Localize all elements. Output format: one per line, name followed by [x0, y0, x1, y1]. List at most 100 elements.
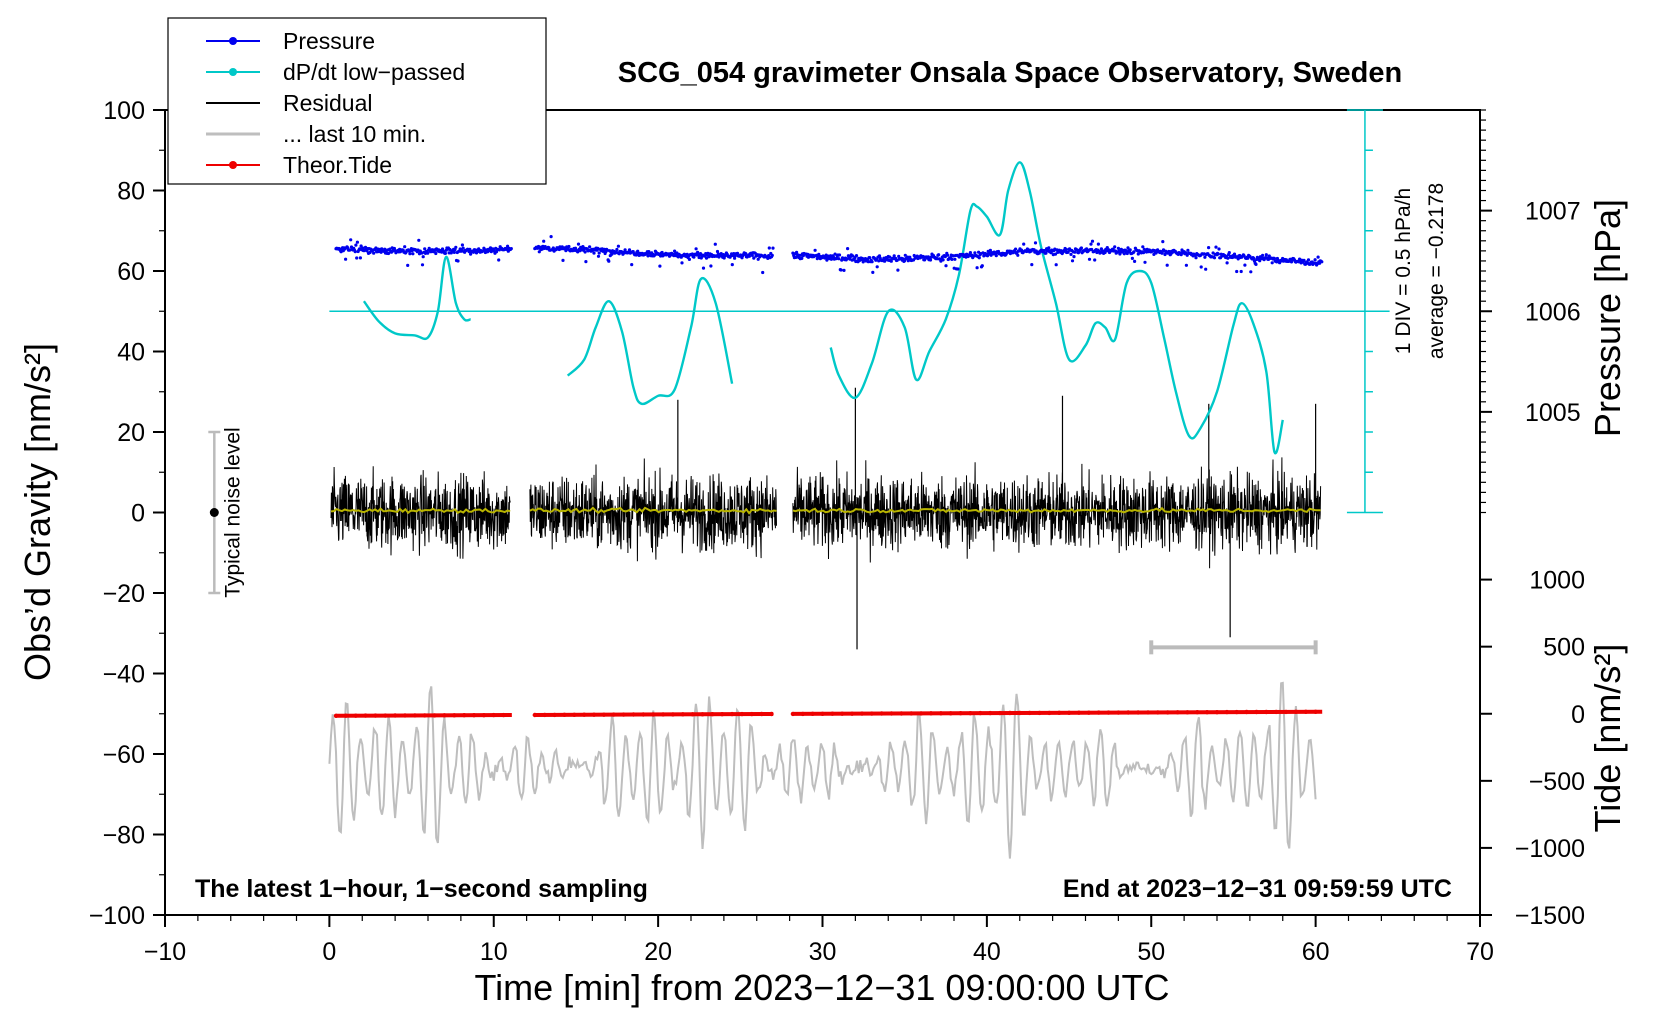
pressure-point	[353, 250, 357, 254]
pressure-point	[794, 255, 798, 259]
pressure-point	[1064, 247, 1068, 252]
pressure-point	[950, 257, 954, 261]
pressure-point	[1128, 248, 1132, 252]
axis-layer: −10 0 10 20 30 40 50 60 70−100−80−60−40−20020406…	[89, 97, 1585, 966]
pressure-point	[358, 256, 362, 260]
pressure-point	[408, 252, 412, 256]
tide-tick-label: −500	[1529, 768, 1585, 796]
pressure-point	[1302, 258, 1306, 262]
noise-level-label: Typical noise level	[221, 427, 244, 597]
pressure-point	[461, 246, 465, 250]
sampling-note: The latest 1−hour, 1−second sampling	[195, 875, 648, 903]
pressure-points	[334, 235, 1324, 275]
y-axis-label-gravity: Obs’d Gravity [nm/s²]	[17, 343, 58, 681]
pressure-point	[937, 253, 941, 257]
series-layer	[328, 161, 1324, 859]
pressure-point	[1270, 261, 1274, 265]
legend: Pressure dP/dt low−passed Residual ... last…	[167, 17, 547, 185]
pressure-point	[1249, 270, 1253, 274]
residual-smoothed-segment-2	[529, 506, 777, 515]
pressure-point	[588, 245, 592, 249]
pressure-point	[988, 248, 993, 252]
pressure-point	[1073, 250, 1077, 254]
pressure-point	[709, 264, 713, 268]
pressure-point	[837, 257, 841, 261]
pressure-point	[1207, 246, 1211, 250]
pressure-point	[1090, 239, 1095, 243]
pressure-point	[896, 268, 900, 272]
residual-line-segment-2	[529, 458, 777, 562]
pressure-point	[888, 255, 892, 259]
pressure-point	[1066, 250, 1070, 254]
x-tick-label: 10	[480, 938, 508, 966]
pressure-point	[1184, 251, 1188, 255]
pressure-point	[897, 254, 901, 258]
pressure-point	[1113, 245, 1117, 249]
pressure-point	[973, 251, 977, 255]
pressure-point	[1204, 267, 1208, 271]
annotation-layer: SCG_054 gravimeter Onsala Space Observat…	[17, 57, 1628, 1008]
pressure-point	[953, 257, 957, 261]
pressure-point	[985, 254, 990, 258]
pressure-point	[421, 255, 425, 259]
pressure-point	[870, 260, 874, 264]
end-time-note: End at 2023−12−31 09:59:59 UTC	[1063, 875, 1452, 903]
pressure-point	[1216, 252, 1220, 256]
pressure-point	[1030, 263, 1034, 267]
x-tick-label: 20	[644, 938, 672, 966]
pressure-point	[680, 261, 684, 265]
pressure-point	[1316, 255, 1320, 259]
pressure-point	[1165, 263, 1169, 267]
residual-smoothed-segment-1	[330, 507, 511, 515]
pressure-point	[1161, 240, 1165, 244]
pressure-point	[733, 256, 737, 260]
pressure-point	[1133, 259, 1137, 263]
x-tick-label: 30	[809, 938, 837, 966]
pressure-point	[1079, 246, 1083, 250]
legend-marker-2	[229, 68, 237, 76]
pressure-point	[456, 259, 460, 263]
pressure-point	[1306, 258, 1311, 262]
pressure-point	[989, 253, 993, 257]
pressure-point	[1125, 251, 1129, 256]
pressure-point	[707, 254, 712, 259]
pressure-point	[1217, 247, 1221, 251]
pressure-point	[646, 254, 650, 258]
pressure-point	[1070, 259, 1075, 263]
pressure-point	[813, 248, 817, 252]
pressure-point	[871, 270, 875, 274]
pressure-point	[426, 251, 430, 255]
residual-line-segment-1	[330, 466, 511, 559]
pressure-point	[607, 259, 611, 263]
y-tick-label: −20	[103, 580, 145, 608]
legend-marker-1	[229, 37, 237, 45]
pressure-point	[673, 249, 677, 253]
pressure-point	[567, 244, 571, 249]
tide-line-segment-3	[792, 709, 1323, 716]
pressure-point	[1118, 252, 1122, 256]
pressure-point	[1141, 245, 1145, 249]
y-tick-label: 0	[131, 500, 145, 528]
pressure-point	[452, 250, 456, 254]
pressure-point	[941, 258, 945, 262]
residual-smoothed-segment-3	[792, 506, 1321, 514]
pressure-point	[434, 251, 438, 256]
tide-tick-label: 500	[1543, 634, 1585, 662]
pressure-point	[944, 264, 948, 268]
pressure-point	[627, 248, 632, 252]
pressure-point	[584, 260, 588, 264]
y-tick-label: 40	[117, 339, 145, 367]
pressure-point	[837, 253, 842, 257]
pressure-point	[660, 250, 664, 255]
pressure-point	[747, 254, 752, 258]
legend-label-2: dP/dt low−passed	[283, 59, 465, 85]
pressure-point	[715, 249, 720, 254]
pressure-point	[750, 253, 754, 257]
pressure-point	[903, 253, 907, 257]
legend-entries: Pressure dP/dt low−passed Residual ... last…	[206, 28, 465, 178]
tide-tick-label: −1500	[1515, 902, 1585, 930]
pressure-point	[1320, 260, 1324, 264]
y-axis-label-pressure: Pressure [hPa]	[1587, 199, 1628, 437]
pressure-point	[1160, 251, 1164, 255]
